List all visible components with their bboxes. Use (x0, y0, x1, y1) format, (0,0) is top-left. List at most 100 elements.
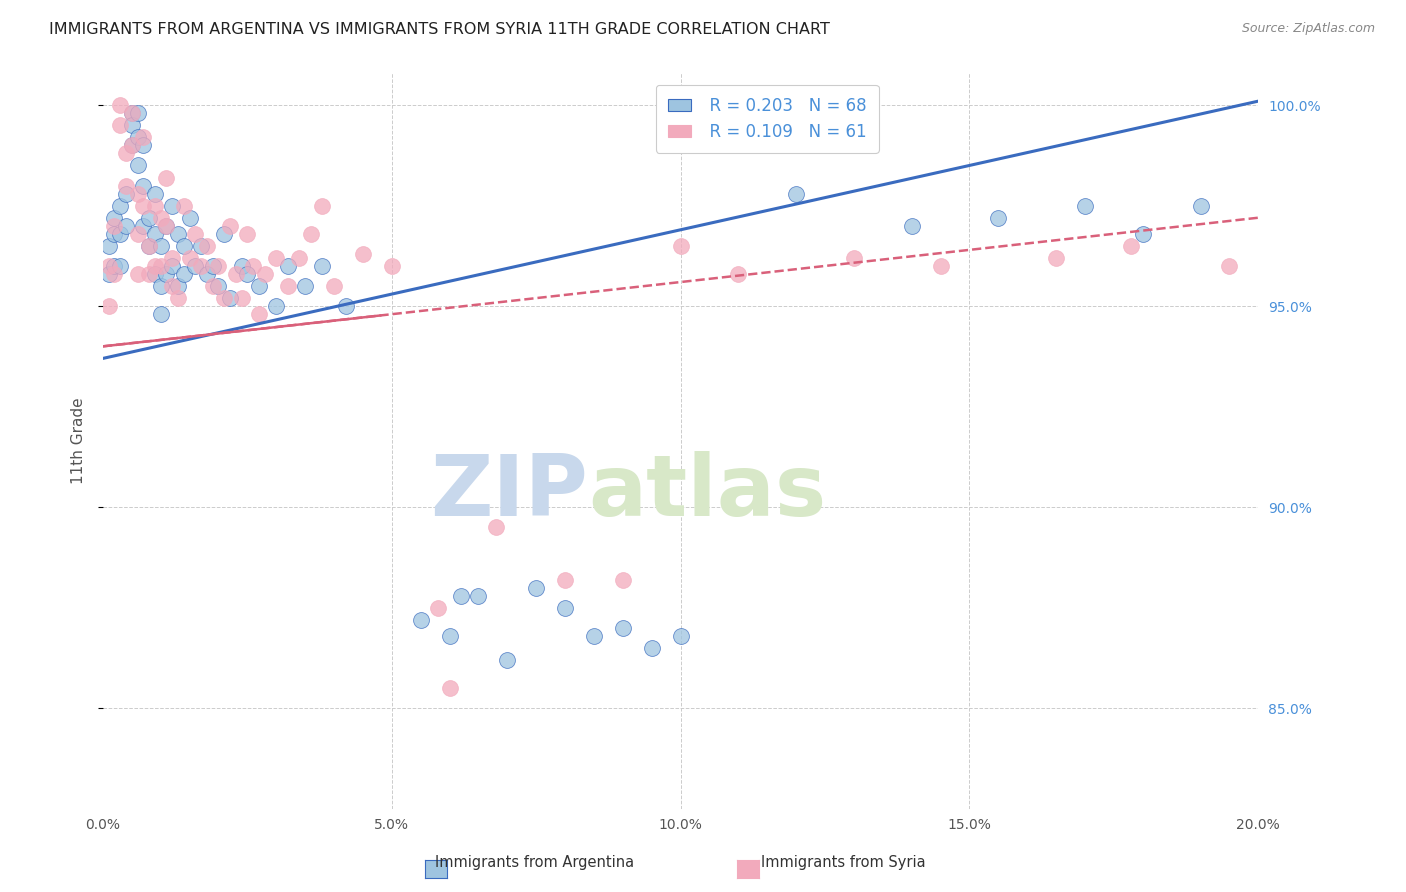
Point (427, 600, 450, 615)
Point (143, 186, 166, 201)
Point (173, 267, 195, 281)
Point (299, 227, 322, 241)
Point (115, 186, 138, 201)
Point (160, 251, 183, 265)
Point (225, 267, 247, 281)
Point (242, 259, 264, 273)
Point (138, 211, 160, 225)
Point (179, 211, 201, 225)
Point (277, 259, 299, 273)
Point (195, 239, 218, 253)
Point (195, 267, 218, 281)
Point (212, 291, 235, 305)
Point (247, 307, 270, 321)
Point (155, 219, 177, 233)
Point (1121, 239, 1143, 253)
Text: atlas: atlas (588, 450, 827, 533)
Point (97, 267, 120, 281)
Point (138, 239, 160, 253)
Point (121, 138, 143, 153)
Point (110, 227, 132, 241)
Point (207, 279, 229, 293)
Point (103, 219, 125, 233)
Point (160, 199, 183, 213)
Point (149, 307, 172, 321)
Point (236, 267, 259, 281)
Point (167, 279, 190, 293)
Point (143, 199, 166, 213)
Point (231, 291, 253, 305)
Point (115, 178, 138, 193)
Point (987, 211, 1010, 225)
Point (288, 251, 311, 265)
Point (127, 130, 149, 145)
Point (167, 227, 190, 241)
Point (294, 279, 316, 293)
Point (1218, 259, 1240, 273)
Point (149, 279, 172, 293)
Text: IMMIGRANTS FROM ARGENTINA VS IMMIGRANTS FROM SYRIA 11TH GRADE CORRELATION CHART: IMMIGRANTS FROM ARGENTINA VS IMMIGRANTS … (49, 22, 830, 37)
Point (785, 186, 807, 201)
Point (121, 138, 143, 153)
Text: ZIP: ZIP (430, 450, 588, 533)
Point (173, 199, 195, 213)
Point (190, 259, 212, 273)
Point (167, 291, 190, 305)
Y-axis label: 11th Grade: 11th Grade (72, 398, 86, 484)
Point (149, 239, 172, 253)
Point (467, 589, 489, 603)
Point (236, 227, 259, 241)
Point (97, 239, 120, 253)
Point (155, 219, 177, 233)
Point (127, 106, 149, 120)
Point (311, 199, 333, 213)
Point (121, 106, 143, 120)
Point (184, 227, 207, 241)
Point (219, 291, 242, 305)
Point (727, 267, 749, 281)
Point (524, 581, 547, 595)
Point (311, 259, 333, 273)
Point (149, 211, 172, 225)
Point (264, 251, 287, 265)
Point (127, 227, 149, 241)
Point (97, 259, 120, 273)
Point (450, 589, 472, 603)
Text: Immigrants from Argentina: Immigrants from Argentina (434, 855, 634, 870)
Point (409, 613, 432, 627)
Point (381, 259, 404, 273)
Point (900, 219, 922, 233)
Point (352, 247, 374, 261)
Point (127, 267, 149, 281)
Point (641, 640, 664, 655)
Point (669, 239, 692, 253)
Point (132, 178, 155, 193)
Point (97, 299, 120, 313)
Point (138, 267, 160, 281)
Text: Immigrants from Syria: Immigrants from Syria (761, 855, 927, 870)
Point (110, 118, 132, 132)
Point (496, 653, 519, 667)
Point (554, 600, 576, 615)
Point (143, 267, 166, 281)
Point (103, 227, 125, 241)
Point (184, 259, 207, 273)
Point (149, 259, 172, 273)
Point (669, 629, 692, 643)
Point (132, 130, 155, 145)
Point (179, 251, 201, 265)
Point (173, 239, 195, 253)
Point (121, 118, 143, 132)
Text: Source: ZipAtlas.com: Source: ZipAtlas.com (1241, 22, 1375, 36)
Point (212, 227, 235, 241)
Point (138, 239, 160, 253)
Point (201, 259, 224, 273)
Point (439, 681, 461, 695)
Point (160, 279, 183, 293)
Point (132, 219, 155, 233)
Point (127, 186, 149, 201)
Point (132, 138, 155, 153)
Point (231, 259, 253, 273)
Point (253, 267, 276, 281)
Point (612, 573, 634, 587)
